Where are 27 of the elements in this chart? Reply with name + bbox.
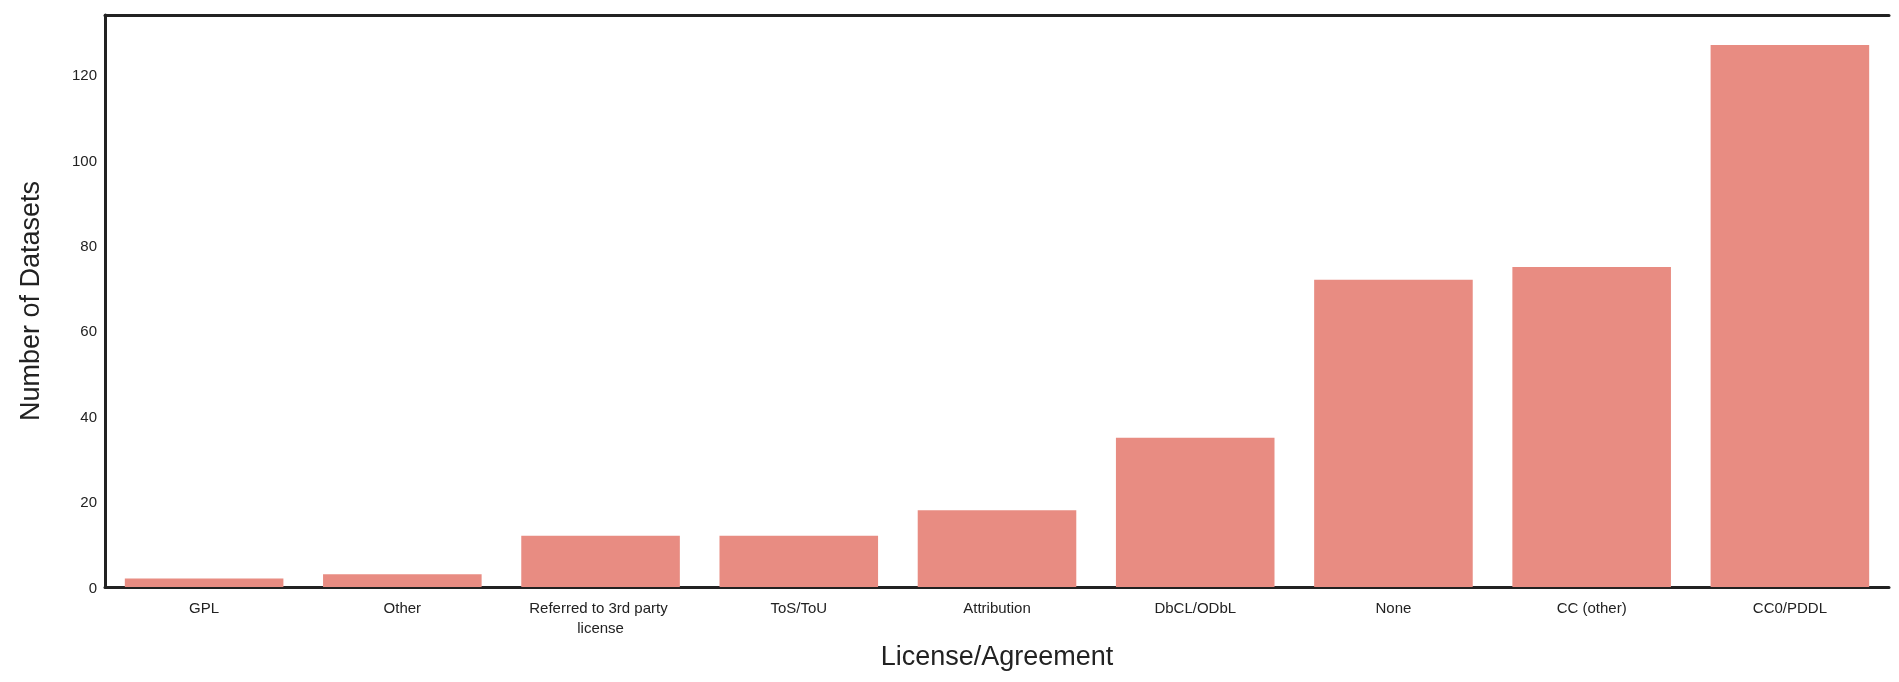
y-tick-label: 40	[80, 407, 97, 425]
x-tick-label: Other	[383, 598, 422, 616]
bar	[124, 578, 284, 588]
y-tick-label: 60	[80, 322, 97, 340]
y-axis-title: Number of Datasets	[14, 181, 45, 422]
x-tick-label: CC (other)	[1556, 598, 1627, 616]
bar	[1314, 279, 1473, 588]
bar	[1512, 266, 1671, 588]
bar	[917, 510, 1077, 588]
x-tick-label: None	[1375, 598, 1412, 616]
x-tick-label: Attribution	[963, 598, 1031, 616]
bar	[323, 574, 482, 588]
x-tick-label: DbCL/ODbL	[1154, 598, 1237, 616]
y-tick-label: 20	[80, 493, 97, 511]
y-tick-label: 80	[80, 237, 97, 255]
x-tick-label: ToS/ToU	[770, 598, 828, 616]
y-tick-label: 0	[88, 578, 97, 596]
x-tick-label: CC0/PDDL	[1752, 598, 1827, 616]
bar	[521, 535, 680, 588]
bar	[719, 535, 879, 588]
bar	[1115, 437, 1275, 588]
y-tick-label: 120	[71, 66, 97, 84]
x-tick-label: Referred to 3rd party license	[529, 598, 672, 636]
y-tick-label: 100	[71, 151, 97, 169]
x-axis-title: License/Agreement	[880, 640, 1114, 671]
x-tick-label: GPL	[189, 598, 220, 616]
bar	[1710, 44, 1870, 588]
